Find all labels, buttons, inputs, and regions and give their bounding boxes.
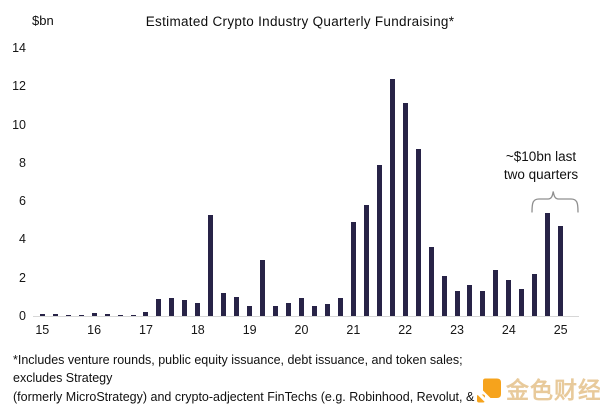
bar — [247, 306, 253, 316]
watermark: 金色财经 — [477, 377, 600, 403]
bar — [286, 302, 292, 316]
bar — [311, 306, 317, 316]
bar — [415, 149, 421, 316]
y-axis-tick-label: 2 — [19, 270, 26, 285]
bar — [493, 270, 499, 316]
bar — [156, 298, 162, 316]
bar — [273, 306, 279, 316]
footnote-line-1: *Includes venture rounds, public equity … — [13, 353, 463, 386]
x-axis-tick-label: 17 — [139, 323, 153, 337]
x-axis-tick-label: 20 — [294, 323, 309, 337]
y-axis-tick-label: 14 — [12, 40, 26, 55]
bar — [402, 103, 408, 316]
bar — [169, 297, 175, 316]
bar — [454, 291, 460, 316]
chart-annotation: ~$10bn last two quarters — [486, 148, 596, 183]
bar — [350, 222, 356, 316]
bar — [39, 314, 45, 316]
x-axis-tick-label: 19 — [242, 323, 257, 337]
bar — [363, 204, 369, 316]
x-axis-tick-label: 25 — [553, 323, 568, 337]
bar — [506, 279, 512, 316]
bar — [208, 214, 214, 316]
y-axis-tick-label: 0 — [19, 309, 26, 323]
y-axis-tick-label: 6 — [19, 194, 26, 209]
bar — [376, 164, 382, 316]
chart-title: Estimated Crypto Industry Quarterly Fund… — [145, 14, 455, 29]
y-axis-unit-label: $bn — [32, 13, 54, 28]
bar — [337, 297, 343, 316]
x-axis-line — [33, 316, 579, 317]
bar — [78, 315, 84, 316]
x-axis-tick-label: 18 — [190, 323, 205, 337]
bar — [558, 225, 564, 316]
bar — [324, 303, 330, 316]
bar — [480, 291, 486, 316]
bar — [104, 314, 110, 316]
x-axis-tick-label: 16 — [87, 323, 102, 337]
x-axis-tick-label: 21 — [346, 323, 361, 337]
x-axis-tick-label: 15 — [35, 323, 50, 337]
bar — [519, 289, 525, 316]
y-axis-tick-label: 12 — [12, 79, 26, 94]
bar — [428, 247, 434, 316]
footnote: *Includes venture rounds, public equity … — [13, 351, 513, 409]
footnote-line-2: (formerly MicroStrategy) and crypto-adje… — [13, 389, 475, 409]
bar — [467, 285, 473, 316]
bar — [130, 315, 136, 316]
x-axis-tick-label: 22 — [398, 323, 413, 337]
bar — [143, 312, 149, 316]
bar — [545, 212, 551, 316]
x-axis-tick-label: 24 — [501, 323, 516, 337]
bar — [260, 260, 266, 316]
jinse-caijing-logo-icon — [477, 378, 501, 403]
brace-icon — [531, 191, 579, 213]
bar — [441, 275, 447, 316]
watermark-text: 金色财经 — [506, 377, 600, 403]
bar — [91, 313, 97, 316]
bar — [52, 314, 58, 316]
bar — [234, 296, 240, 316]
bar — [532, 273, 538, 316]
bar — [182, 299, 188, 316]
x-axis-tick-label: 23 — [450, 323, 464, 337]
y-axis-tick-label: 8 — [19, 155, 26, 170]
bar — [299, 297, 304, 316]
bar — [389, 78, 395, 316]
bar — [65, 315, 71, 316]
bar — [221, 293, 227, 316]
bar — [195, 302, 201, 316]
bar — [117, 315, 123, 316]
annotation-line-1: ~$10bn last — [505, 149, 577, 164]
y-axis-tick-label: 4 — [19, 232, 26, 247]
annotation-line-2: two quarters — [503, 166, 579, 182]
y-axis-tick-label: 10 — [12, 117, 26, 132]
